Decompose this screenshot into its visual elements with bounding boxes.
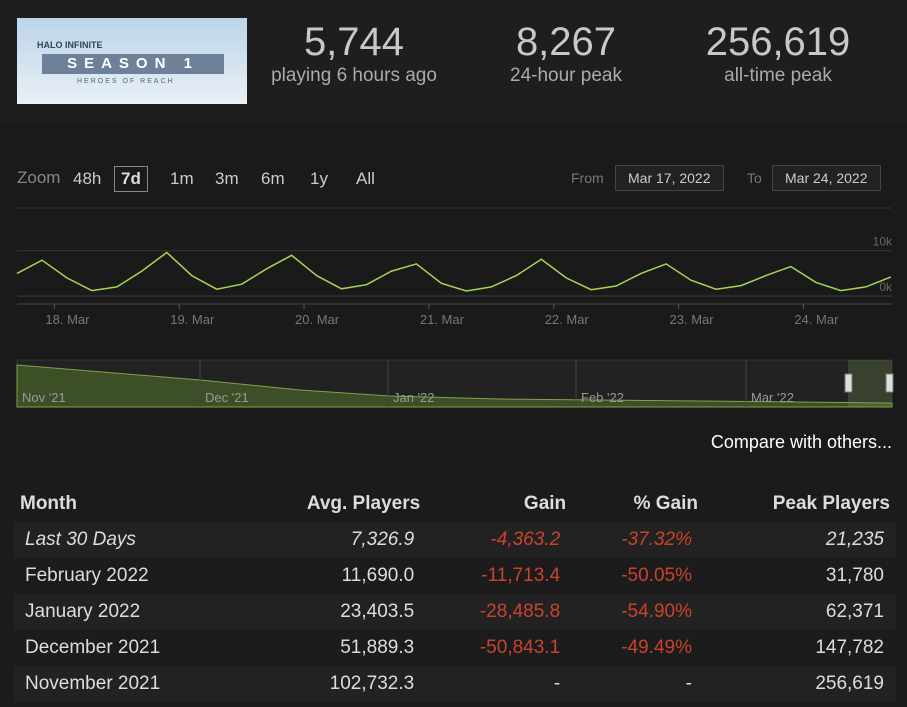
table-row: January 2022 23,403.5 -28,485.8 -54.90% 62,3… <box>14 594 896 630</box>
table-cell: 51,889.3 <box>240 630 427 666</box>
stat-value: 8,267 <box>515 20 617 64</box>
table-cell: -28,485.8 <box>426 594 573 630</box>
stat-label: playing 6 hours ago <box>271 65 437 86</box>
table-row: Last 30 Days 7,326.9 -4,363.2 -37.32% 21,235 <box>14 522 896 558</box>
stat: 5,744 playing 6 hours ago <box>244 20 464 87</box>
navigator: Nov '21 Dec '21 Jan '22 Feb '22 Mar '22 <box>16 359 894 408</box>
table-body: Last 30 Days 7,326.9 -4,363.2 -37.32% 21,235… <box>14 522 896 702</box>
column-header: % Gain <box>572 486 704 522</box>
table-cell: November 2021 <box>14 666 241 702</box>
x-tick-label: 21. Mar <box>420 312 465 327</box>
table-cell: 102,732.3 <box>240 666 427 702</box>
zoom-option[interactable]: 3m <box>215 169 239 188</box>
table-header: Month Avg. Players Gain% Gain Peak Players <box>14 486 896 522</box>
line-series <box>16 251 892 292</box>
table-cell: -50,843.1 <box>426 630 573 666</box>
navigator-label: Mar '22 <box>751 390 794 405</box>
image-text: HEROES OF REACH <box>77 78 175 85</box>
table-cell: -50.05% <box>572 558 704 594</box>
column-header: Gain <box>426 486 573 522</box>
zoom-label: Zoom <box>17 168 61 187</box>
table-cell: 147,782 <box>704 630 896 666</box>
table-cell: 23,403.5 <box>240 594 427 630</box>
column-header: Peak Players <box>704 486 896 522</box>
from-label: From <box>571 170 604 186</box>
compare-link[interactable]: Compare with others... <box>710 432 892 452</box>
table-cell: 256,619 <box>704 666 896 702</box>
navigator-window[interactable] <box>848 360 892 407</box>
table-cell: February 2022 <box>14 558 241 594</box>
table-cell: 62,371 <box>704 594 896 630</box>
navigator-label: Feb '22 <box>581 390 624 405</box>
x-tick-label: 22. Mar <box>545 312 590 327</box>
table-cell: -4,363.2 <box>426 522 573 558</box>
table-cell: - <box>426 666 573 702</box>
table-cell: 7,326.9 <box>240 522 427 558</box>
table-cell: 11,690.0 <box>240 558 427 594</box>
table-cell: - <box>572 666 704 702</box>
navigator-label: Nov '21 <box>22 390 66 405</box>
table-cell: -11,713.4 <box>426 558 573 594</box>
y-tick-label: 0k <box>879 280 893 294</box>
navigator-label: Jan '22 <box>393 390 435 405</box>
zoom-option[interactable]: 6m <box>261 169 285 188</box>
zoom-option[interactable]: 48h <box>73 169 102 188</box>
zoom-option[interactable]: 1m <box>170 169 194 188</box>
from-date[interactable]: Mar 17, 2022 <box>615 165 724 191</box>
navigator-area <box>16 364 893 408</box>
x-tick-label: 18. Mar <box>45 312 90 327</box>
table-cell: -54.90% <box>572 594 704 630</box>
x-tick-label: 24. Mar <box>794 312 839 327</box>
column-header: Avg. Players <box>240 486 427 522</box>
image-text: SEASON 1 <box>42 54 224 74</box>
stat: 256,619 all-time peak <box>668 20 888 87</box>
column-header: Month <box>14 486 241 522</box>
table-row: February 2022 11,690.0 -11,713.4 -50.05% 31,… <box>14 558 896 594</box>
zoom-option[interactable]: 1y <box>310 169 328 188</box>
table-cell: -37.32% <box>572 522 704 558</box>
navigator-handle[interactable] <box>885 373 894 393</box>
table-row: December 2021 51,889.3 -50,843.1 -49.49% 147… <box>14 630 896 666</box>
stat-value: 256,619 <box>705 20 851 64</box>
table-cell: January 2022 <box>14 594 241 630</box>
zoom-option[interactable]: 7d <box>114 166 148 192</box>
navigator-label: Dec '21 <box>205 390 249 405</box>
game-image: HALO INFINITE SEASON 1 HEROES OF REACH <box>17 18 247 104</box>
stat-label: 24-hour peak <box>510 65 622 86</box>
player-table: Month Avg. Players Gain% Gain Peak Players … <box>14 486 896 702</box>
stat-label: all-time peak <box>724 65 832 86</box>
table-cell: 31,780 <box>704 558 896 594</box>
image-text: HALO INFINITE <box>37 40 103 50</box>
stat: 8,267 24-hour peak <box>456 20 676 87</box>
zoom-option[interactable]: All <box>356 169 375 188</box>
x-tick-label: 20. Mar <box>295 312 340 327</box>
table-cell: Last 30 Days <box>14 522 241 558</box>
chart: Nov '21 Dec '21 Jan '22 Feb '22 Mar '22 0k 10… <box>16 207 894 408</box>
y-tick-label: 10k <box>873 235 893 249</box>
to-label: To <box>747 170 762 186</box>
table-cell: -49.49% <box>572 630 704 666</box>
table-row: November 2021 102,732.3- -256,619 <box>14 666 896 702</box>
navigator-handle[interactable] <box>844 373 853 393</box>
x-tick-label: 23. Mar <box>670 312 715 327</box>
table-cell: 21,235 <box>704 522 896 558</box>
x-tick-label: 19. Mar <box>170 312 215 327</box>
table-cell: December 2021 <box>14 630 241 666</box>
stat-value: 5,744 <box>303 20 405 64</box>
to-date[interactable]: Mar 24, 2022 <box>772 165 881 191</box>
